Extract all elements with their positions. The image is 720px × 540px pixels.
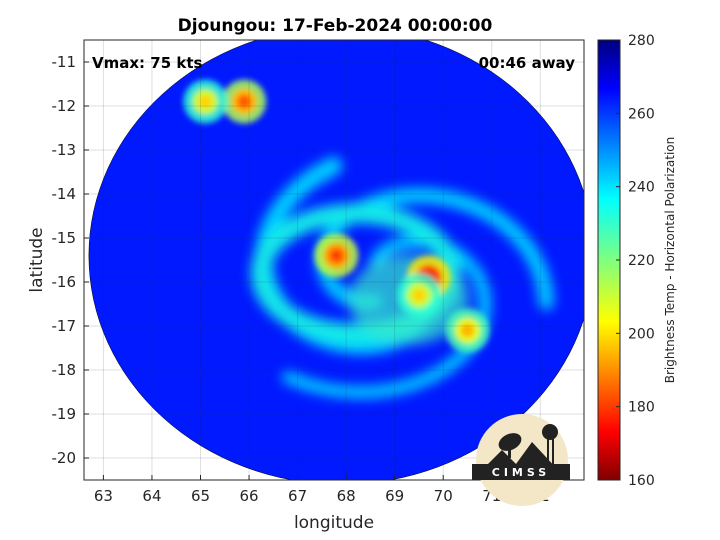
colorbar-tick-label: 220	[628, 253, 655, 269]
y-tick-label: -14	[52, 185, 77, 203]
colorbar-tick-label: 200	[628, 326, 655, 342]
y-axis-ticks: -11 -12 -13 -14 -15 -16 -17 -18 -19 -20	[52, 53, 89, 467]
y-tick-label: -19	[52, 405, 77, 423]
colorbar: 280 260 240 220 200 180 160 Brightness Temp - …	[597, 33, 677, 489]
x-tick-label: 67	[288, 487, 307, 505]
y-tick-label: -15	[52, 229, 77, 247]
colorbar-label: Brightness Temp - Horizontal Polarizatio…	[663, 137, 677, 384]
swath-image	[88, 40, 584, 480]
water-tower-icon	[542, 424, 558, 440]
timing-label: 00:46 away	[479, 54, 576, 72]
cimss-logo: CIMSS	[472, 414, 570, 506]
y-tick-label: -13	[52, 141, 77, 159]
chart-title: Djoungou: 17-Feb-2024 00:00:00	[178, 16, 493, 36]
convective-cell-peak	[329, 248, 344, 263]
convective-cell-peak	[237, 94, 252, 109]
x-tick-label: 69	[385, 487, 404, 505]
colorbar-ticks: 280 260 240 220 200 180 160	[616, 33, 655, 489]
convective-cell-peak	[411, 288, 426, 303]
logo-text: CIMSS	[492, 466, 550, 479]
grid-lines	[84, 40, 584, 480]
y-axis-label: latitude	[27, 227, 47, 292]
y-tick-label: -20	[52, 449, 77, 467]
x-tick-label: 70	[434, 487, 453, 505]
x-tick-label: 63	[94, 487, 113, 505]
colorbar-tick-label: 180	[628, 400, 655, 416]
vmax-label: Vmax: 75 kts	[92, 54, 202, 72]
x-tick-label: 66	[240, 487, 259, 505]
satellite-dish-icon	[498, 433, 522, 451]
x-axis-label: longitude	[294, 513, 374, 533]
plot-area: 63646566676869707172 -11-12-13-14-15-16-…	[52, 39, 585, 505]
y-tick-label: -16	[52, 273, 77, 291]
y-tick-label: -18	[52, 361, 77, 379]
colorbar-tick-label: 160	[628, 473, 655, 489]
colorbar-tick-label: 260	[628, 106, 655, 122]
y-tick-label: -17	[52, 317, 77, 335]
y-tick-label: -11	[52, 53, 77, 71]
colorbar-tick-label: 280	[628, 33, 655, 49]
convective-cell-peak	[460, 323, 475, 338]
x-tick-label: 64	[142, 487, 161, 505]
x-tick-label: 68	[337, 487, 356, 505]
x-tick-label: 65	[191, 487, 210, 505]
colorbar-tick-label: 240	[628, 180, 655, 196]
y-tick-label: -12	[52, 97, 77, 115]
convective-cell-peak	[198, 94, 213, 109]
